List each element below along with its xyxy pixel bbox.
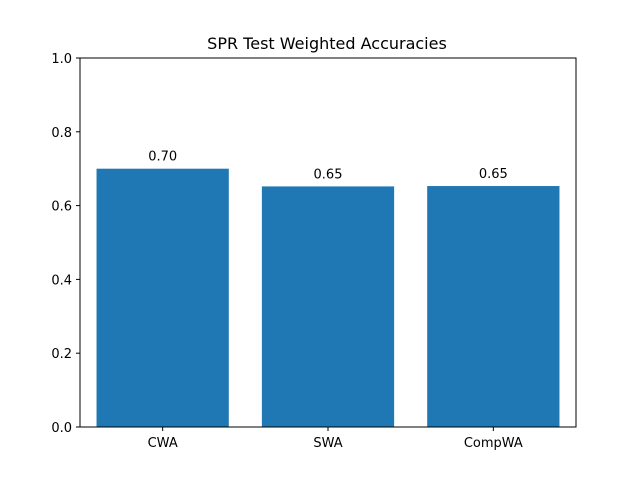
data-label-cwa: 0.70 xyxy=(148,150,177,165)
bar-compwa xyxy=(427,186,560,427)
y-tick-label: 0.0 xyxy=(51,421,72,436)
data-label-swa: 0.65 xyxy=(314,167,343,182)
bar-swa xyxy=(261,186,395,427)
y-tick-label: 0.6 xyxy=(51,200,72,215)
y-tick-label: 0.2 xyxy=(51,347,72,362)
x-tick-label: CompWA xyxy=(464,436,523,451)
y-tick-label: 0.4 xyxy=(51,273,72,288)
bar-cwa xyxy=(96,168,229,427)
data-label-compwa: 0.65 xyxy=(479,167,508,182)
axes-frame xyxy=(79,57,577,428)
y-tick-label: 1.0 xyxy=(51,52,72,67)
plot-area: 0.70 CWA 0.65 SWA 0.65 CompWA 0.0 0.2 0.4 0.6 0.8 1… xyxy=(51,52,577,451)
x-tick-label: CWA xyxy=(148,436,178,451)
x-tick-label: SWA xyxy=(313,436,342,451)
y-tick-label: 0.8 xyxy=(51,126,72,141)
chart-title: SPR Test Weighted Accuracies xyxy=(207,34,447,53)
